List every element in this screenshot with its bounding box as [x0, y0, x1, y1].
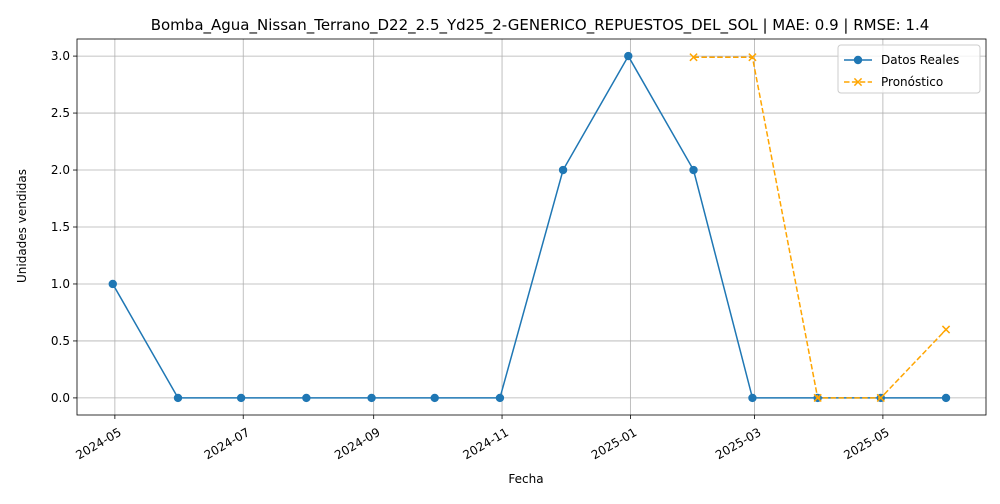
- data-point: [624, 51, 633, 61]
- legend-marker: [853, 55, 863, 65]
- y-tick-label: 0.5: [51, 334, 70, 348]
- data-point: [748, 393, 757, 403]
- y-tick-label: 1.0: [51, 277, 70, 291]
- data-point: [108, 279, 117, 289]
- data-point: [558, 165, 568, 175]
- legend-label: Datos Reales: [881, 53, 959, 67]
- x-tick-label: 2025-05: [841, 425, 891, 462]
- x-tick-label: 2024-07: [202, 425, 252, 462]
- plot-frame: [76, 38, 987, 416]
- data-point: [941, 325, 951, 334]
- x-tick-label: 2024-09: [332, 425, 382, 462]
- series-pronostico: [689, 53, 951, 403]
- x-tick-label: 2024-05: [73, 425, 123, 462]
- data-point: [173, 393, 183, 403]
- data-point: [367, 393, 376, 403]
- legend-label: Pronóstico: [881, 75, 943, 89]
- y-tick-label: 3.0: [51, 49, 70, 63]
- legend: [837, 44, 981, 94]
- y-tick-label: 1.5: [51, 220, 70, 234]
- data-point: [689, 53, 698, 62]
- data-point: [236, 393, 246, 403]
- series-line: [693, 56, 947, 399]
- data-point: [689, 165, 698, 175]
- y-tick-label: 2.0: [51, 163, 70, 177]
- data-point: [495, 393, 505, 403]
- y-tick-label: 2.5: [51, 106, 70, 120]
- grid-lines: [77, 39, 986, 415]
- data-point: [941, 393, 951, 403]
- legend-box: [837, 44, 981, 94]
- legend-marker: [853, 77, 863, 87]
- chart-title: Bomba_Agua_Nissan_Terrano_D22_2.5_Yd25_2…: [151, 16, 930, 35]
- data-point: [813, 393, 822, 403]
- data-point: [430, 393, 439, 403]
- y-axis-label: Unidades vendidas: [15, 169, 29, 283]
- data-point: [748, 53, 757, 62]
- y-tick-label: 0.0: [51, 391, 70, 405]
- x-tick-label: 2024-11: [461, 425, 511, 462]
- data-point: [302, 393, 311, 403]
- series-line: [112, 54, 947, 399]
- x-tick-label: 2025-01: [589, 425, 639, 462]
- x-axis-label: Fecha: [508, 472, 543, 486]
- data-point: [876, 393, 885, 403]
- x-tick-label: 2025-03: [713, 425, 763, 462]
